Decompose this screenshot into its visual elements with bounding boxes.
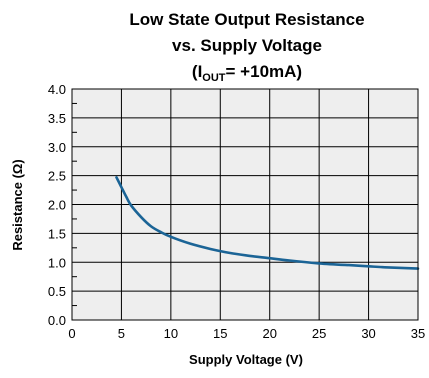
plot-frame xyxy=(71,88,419,321)
x-tick-label: 10 xyxy=(164,326,178,341)
y-tick-label: 2.5 xyxy=(48,169,66,184)
y-tick-label: 0.0 xyxy=(48,313,66,328)
y-tick-label: 1.0 xyxy=(48,255,66,270)
x-tick-label: 5 xyxy=(118,326,125,341)
x-tick-labels: 0 5 10 15 20 25 30 35 xyxy=(68,326,425,341)
resistance-series-line xyxy=(115,176,420,270)
y-tick-label: 3.0 xyxy=(48,140,66,155)
x-tick-label: 0 xyxy=(68,326,75,341)
chart-title-line-1: Low State Output Resistance xyxy=(129,10,364,29)
y-tick-label: 0.5 xyxy=(48,284,66,299)
x-tick-label: 35 xyxy=(411,326,425,341)
chart-title-line-2: vs. Supply Voltage xyxy=(172,36,322,55)
y-axis-label: Resistance (Ω) xyxy=(10,159,25,250)
chart-subtitle-subscript: OUT xyxy=(202,72,226,84)
x-axis-label: Supply Voltage (V) xyxy=(189,352,303,367)
y-tick-label: 2.0 xyxy=(48,198,66,213)
chart-subtitle-prefix: (I xyxy=(192,62,202,81)
y-tick-label: 1.5 xyxy=(48,226,66,241)
x-tick-label: 15 xyxy=(213,326,227,341)
y-tick-label: 3.5 xyxy=(48,111,66,126)
y-tick-labels: 0.0 0.5 1.0 1.5 2.0 2.5 3.0 3.5 4.0 xyxy=(48,82,66,328)
x-tick-label: 30 xyxy=(361,326,375,341)
chart-subtitle-suffix: = +10mA) xyxy=(226,62,303,81)
chart-subtitle: (IOUT= +10mA) xyxy=(192,62,302,84)
y-tick-label: 4.0 xyxy=(48,82,66,97)
x-tick-label: 20 xyxy=(262,326,276,341)
x-tick-label: 25 xyxy=(312,326,326,341)
series-group xyxy=(115,176,420,270)
